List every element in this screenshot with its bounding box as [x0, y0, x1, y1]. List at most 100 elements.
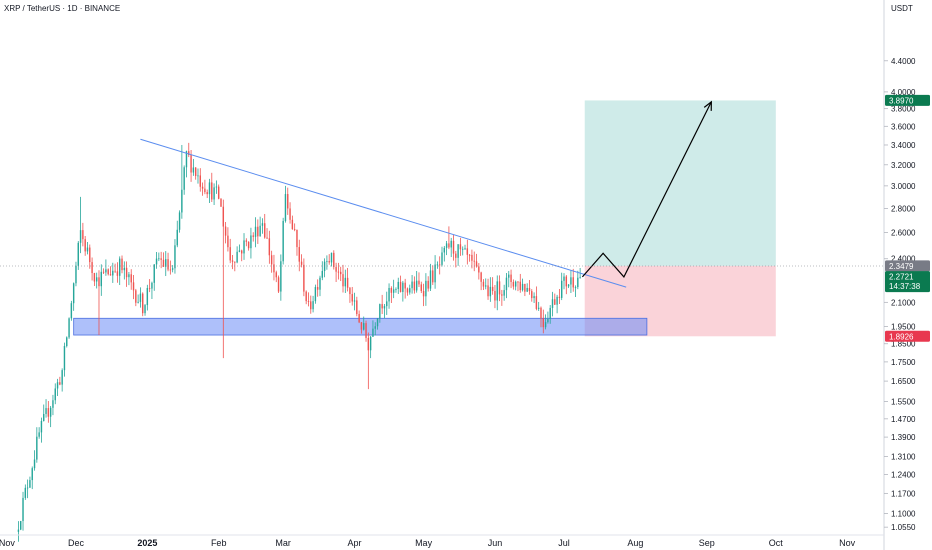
candle-body — [535, 296, 538, 309]
target-price-label: 3.8970 — [889, 96, 914, 105]
candle-body — [153, 264, 155, 283]
drawing-lines — [140, 100, 712, 288]
candle-body — [572, 277, 574, 288]
x-tick-label: Oct — [769, 538, 784, 548]
candle-body — [121, 258, 123, 271]
candle-body — [231, 260, 234, 262]
candle-body — [579, 276, 581, 278]
candle-body — [148, 288, 151, 289]
candle-body — [155, 258, 158, 265]
candle-body — [24, 487, 27, 498]
x-tick-label: May — [415, 538, 433, 548]
candle-body — [567, 284, 570, 287]
candle-body — [222, 206, 225, 227]
candle-body — [425, 280, 427, 297]
current-price-label: 2.2721 — [889, 273, 914, 282]
candle-body — [429, 270, 432, 289]
candle-body — [206, 192, 208, 195]
x-tick-label: Jun — [488, 538, 503, 548]
candle-body — [482, 281, 485, 287]
candle-body — [307, 301, 310, 302]
candle-body — [247, 241, 250, 249]
candle-body — [162, 259, 165, 267]
candle-body — [491, 286, 494, 292]
candle-body — [252, 235, 254, 237]
candle-body — [471, 254, 473, 261]
candle-body — [215, 186, 218, 188]
candle-body — [487, 285, 489, 297]
candle-body — [188, 151, 190, 156]
candle-body — [264, 223, 266, 238]
x-tick-label: 2025 — [137, 538, 157, 548]
y-tick-label: 2.4000 — [891, 255, 916, 264]
candle-body — [363, 323, 365, 330]
candle-body — [123, 267, 126, 271]
candle-body — [321, 270, 324, 278]
candle-body — [146, 288, 149, 306]
candle-body — [478, 266, 480, 273]
candle-body — [287, 194, 289, 209]
candle-body — [75, 265, 77, 284]
candle-body — [116, 271, 119, 276]
price-axis[interactable]: 4.4000 4.0000 3.8000 3.6000 3.4000 3.2000 3.00… — [884, 57, 916, 532]
candle-body — [300, 261, 303, 265]
candle-body — [351, 294, 353, 302]
candle-body — [273, 264, 275, 273]
candle-body — [372, 328, 374, 337]
candle-body — [501, 294, 503, 296]
candle-body — [459, 244, 462, 250]
candle-body — [438, 264, 441, 266]
candle-body — [420, 284, 422, 292]
candle-body — [303, 264, 305, 292]
candle-body — [395, 289, 397, 290]
candle-body — [468, 254, 471, 256]
target-zone — [584, 100, 776, 266]
candle-body — [144, 305, 146, 314]
candle-body — [56, 382, 59, 389]
candle-body — [270, 255, 273, 265]
candle-body — [49, 407, 52, 417]
candle-body — [61, 370, 63, 385]
candle-body — [512, 281, 515, 287]
candle-body — [79, 230, 82, 243]
candle-body — [84, 239, 86, 252]
candle-body — [505, 277, 508, 291]
candle-body — [171, 268, 174, 270]
candle-body — [151, 282, 153, 289]
candle-body — [547, 318, 549, 323]
candle-body — [326, 261, 328, 262]
candle-body — [70, 303, 73, 319]
candle-body — [413, 281, 416, 291]
candle-body — [549, 307, 551, 319]
candle-body — [38, 432, 40, 437]
x-tick-label: Jul — [558, 538, 570, 548]
y-tick-label: 1.4700 — [891, 415, 916, 424]
projection-path — [581, 101, 712, 278]
candle-body — [415, 280, 418, 291]
y-tick-label: 1.2400 — [891, 470, 916, 479]
candle-body — [342, 274, 344, 287]
candle-body — [128, 274, 130, 278]
candle-body — [544, 322, 547, 328]
candle-body — [234, 261, 236, 263]
candle-body — [135, 290, 137, 303]
candle-body — [95, 277, 98, 282]
candle-body — [489, 286, 492, 297]
candle-body — [241, 250, 243, 254]
candle-body — [293, 229, 296, 230]
candle-body — [291, 219, 294, 230]
candle-body — [558, 296, 561, 298]
y-tick-label: 1.1700 — [891, 489, 916, 498]
candle-body — [125, 267, 128, 278]
candle-body — [72, 283, 75, 304]
candle-body — [353, 300, 356, 302]
candle-body — [158, 258, 160, 260]
candle-body — [277, 277, 280, 292]
time-axis[interactable]: Nov Dec 2025 Feb Mar Apr May Jun Jul Aug Sep Oct Nov — [0, 538, 856, 548]
candle-body — [494, 291, 496, 301]
candle-body — [112, 270, 114, 276]
candle-body — [229, 247, 231, 261]
y-tick-label: 3.2000 — [891, 161, 916, 170]
